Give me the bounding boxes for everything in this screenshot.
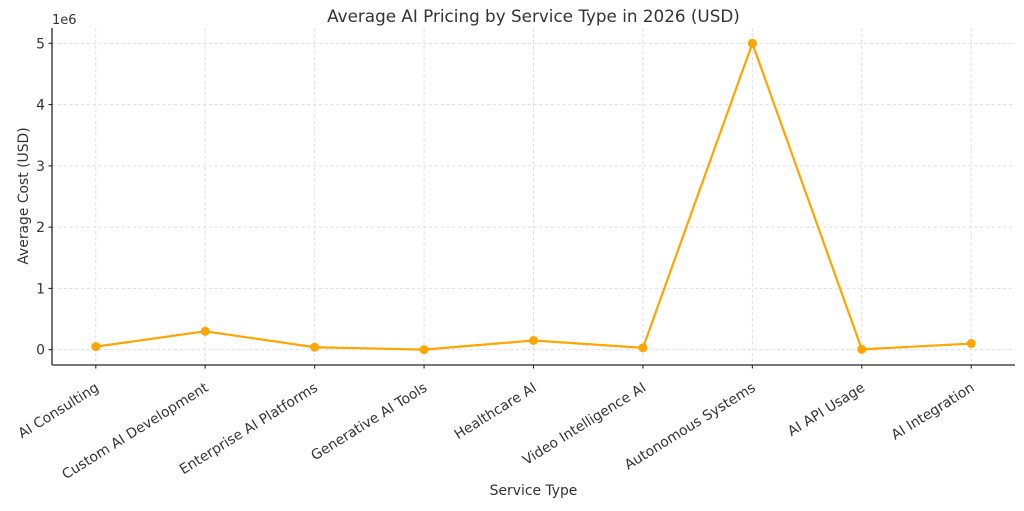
x-axis-label: Service Type [489, 483, 578, 499]
y-axis-scale-offset: 1e6 [52, 13, 77, 28]
y-axis-label: Average Cost (USD) [16, 127, 32, 265]
data-point [966, 339, 976, 349]
data-point [747, 38, 757, 48]
x-tick-label: Generative AI Tools [308, 380, 430, 464]
data-point [91, 342, 101, 352]
data-point [419, 345, 429, 355]
data-point [857, 344, 867, 354]
y-tick-label: 3 [36, 159, 45, 175]
x-tick-label: AI Consulting [16, 380, 102, 442]
data-point [638, 343, 648, 353]
data-point [529, 335, 538, 345]
data-point [200, 326, 210, 336]
chart-title: Average AI Pricing by Service Type in 20… [327, 6, 740, 26]
y-tick-label: 0 [36, 343, 45, 359]
y-tick-label: 2 [36, 220, 45, 236]
y-tick-label: 5 [36, 36, 45, 52]
x-tick-label: Healthcare AI [452, 380, 540, 443]
data-point [310, 342, 320, 352]
x-tick-label: AI Integration [889, 380, 978, 444]
y-tick-label: 1 [36, 281, 45, 297]
x-tick-label: AI API Usage [785, 380, 868, 440]
y-tick-label: 4 [36, 98, 45, 114]
